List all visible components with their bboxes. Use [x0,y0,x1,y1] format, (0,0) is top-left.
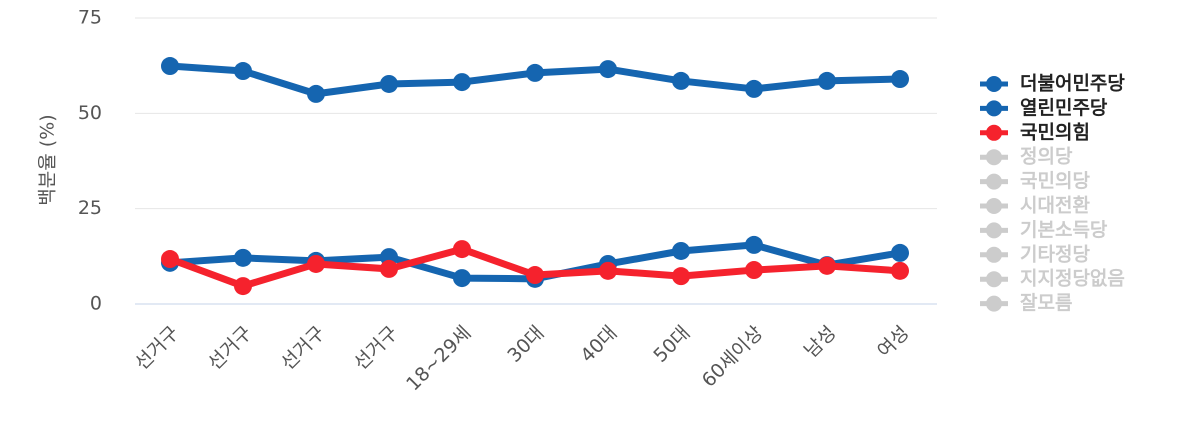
point [380,74,398,93]
point [599,261,617,280]
legend-marker [986,100,1002,117]
point [891,243,909,262]
legend-label: 정의당 [1020,146,1073,168]
point [672,241,690,260]
x-tick-label: 선거구 [350,322,403,375]
point [234,62,252,81]
legend-label: 기본소득당 [1020,219,1108,241]
point [745,235,763,254]
legend-marker [986,198,1002,214]
legend-label: 시대전환 [1020,195,1090,217]
legend-label: 열린민주당 [1020,97,1108,119]
x-tick-label: 선거구 [204,322,257,375]
point [891,261,909,280]
point [818,71,836,90]
y-axis-label: 백분율 (%) [37,114,59,205]
x-tick-label: 50대 [649,322,694,367]
legend-label: 잘모름 [1020,292,1072,314]
x-tick-label: 남성 [800,322,840,362]
point [453,269,471,288]
legend-marker [986,222,1002,239]
point [307,84,325,103]
legend-marker [986,295,1002,312]
point [891,70,909,89]
point [745,79,763,98]
x-tick-label: 18~29세 [402,322,475,395]
legend-marker [986,271,1002,288]
x-tick-label: 40대 [576,322,621,367]
x-tick-label: 60세이상 [698,322,768,392]
point [234,277,252,296]
legend-label: 더불어민주당 [1020,73,1125,95]
point [672,267,690,286]
point [599,60,617,79]
point [453,73,471,92]
legend-marker [986,124,1002,141]
x-tick-label: 선거구 [277,322,330,375]
y-tick-label: 50 [78,102,102,124]
legend-label: 국민의당 [1020,170,1090,192]
point [818,256,836,275]
x-tick-label: 30대 [503,322,548,367]
y-tick-label: 75 [78,7,102,29]
legend-marker [986,76,1002,92]
y-tick-label: 0 [90,293,102,315]
point [161,57,179,76]
point [526,63,544,82]
x-tick-label: 선거구 [131,322,184,375]
legend-marker [986,149,1002,166]
legend-marker [986,173,1002,190]
point [745,261,763,280]
legend-label: 지지정당없음 [1020,268,1125,290]
legend-marker [986,246,1002,263]
point [307,254,325,273]
point [234,248,252,267]
point [380,259,398,278]
point [161,250,179,269]
legend-label: 국민의힘 [1020,121,1090,143]
point [526,266,544,285]
point [672,71,690,90]
legend-label: 기타정당 [1020,243,1090,265]
x-tick-label: 여성 [873,322,913,362]
point [453,240,471,259]
y-tick-label: 25 [78,197,102,219]
